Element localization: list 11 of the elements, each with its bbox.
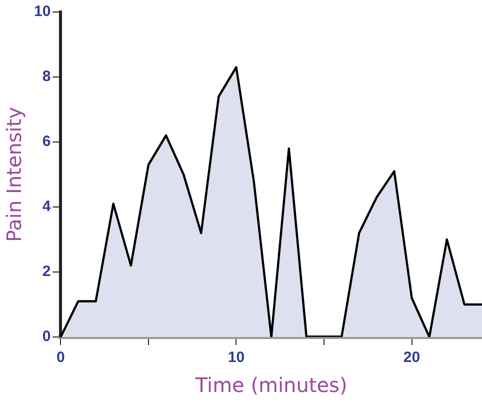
y-tick-label: 6 (42, 133, 51, 150)
y-tick-label: 8 (42, 68, 51, 86)
y-tick-label: 4 (42, 198, 52, 216)
y-tick-label: 10 (34, 3, 51, 20)
y-tick-label: 2 (42, 263, 51, 280)
x-tick-label: 0 (56, 349, 65, 366)
x-axis-title: Time (minutes) (194, 373, 348, 398)
x-tick-label: 20 (403, 349, 420, 366)
y-tick-label: 0 (42, 328, 51, 346)
y-axis-title: Pain Intensity (2, 106, 26, 242)
x-tick-label: 10 (228, 349, 245, 366)
